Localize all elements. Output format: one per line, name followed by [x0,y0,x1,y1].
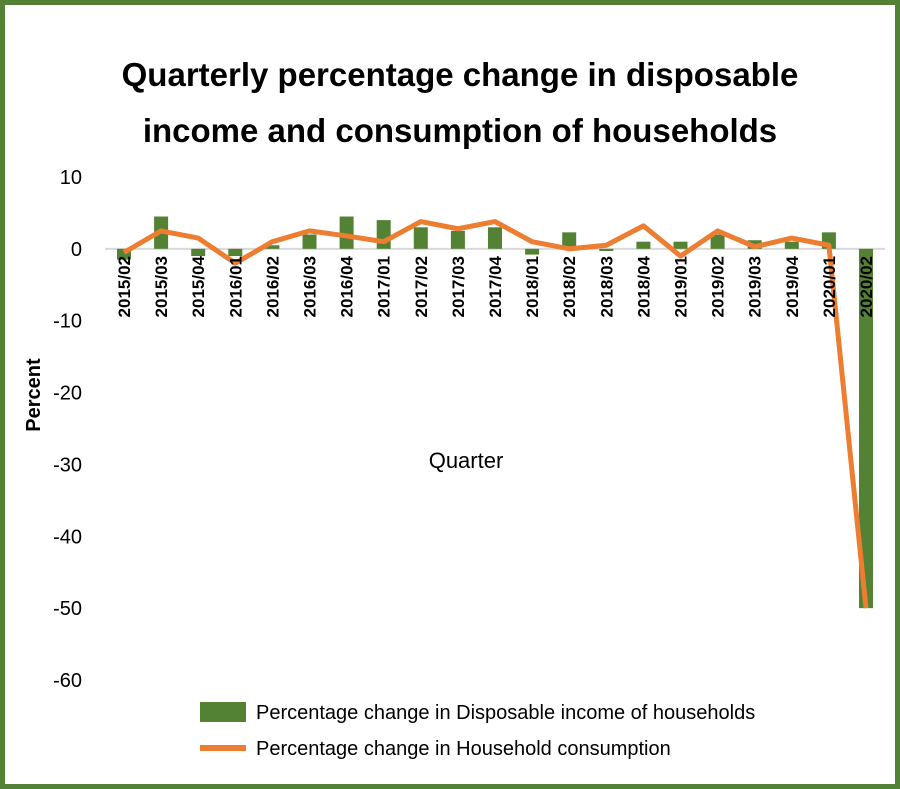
x-tick-label: 2020/02 [857,256,876,317]
bar [636,241,651,249]
x-tick-label: 2016/04 [338,255,357,317]
bar [859,248,873,609]
bar [450,230,465,249]
legend-label: Percentage change in Disposable income o… [256,702,755,724]
chart-title: Quarterly percentage change in disposabl… [122,56,799,93]
y-tick-label: 0 [71,239,82,261]
x-tick-label: 2016/02 [263,256,282,317]
y-tick-label: -40 [53,526,82,548]
legend-swatch [200,702,246,722]
y-tick-label: -50 [53,598,82,620]
bar [191,248,206,257]
bar [117,248,131,260]
bar [525,248,540,255]
bar [302,234,317,249]
x-tick-label: 2015/02 [115,256,134,317]
y-tick-label: 10 [60,167,82,189]
x-tick-label: 2017/02 [412,256,431,317]
x-tick-label: 2017/04 [486,255,505,317]
x-axis-label: Quarter [429,448,504,473]
bar [265,245,280,249]
bar [599,248,614,252]
x-tick-label: 2018/01 [523,256,542,317]
x-tick-label: 2015/04 [189,255,208,317]
x-tick-label: 2015/03 [152,256,171,317]
y-tick-label: -30 [53,454,82,476]
x-tick-label: 2019/03 [746,256,765,317]
x-tick-label: 2019/02 [709,256,728,317]
bar [784,241,799,249]
legend-label: Percentage change in Household consumpti… [256,738,671,760]
y-tick-label: -60 [53,670,82,692]
bar [673,241,688,249]
x-tick-label: 2018/04 [634,255,653,317]
x-tick-label: 2018/03 [597,256,616,317]
y-axis-label: Percent [23,358,45,432]
x-tick-label: 2018/02 [560,256,579,317]
x-tick-label: 2019/04 [783,255,802,317]
x-tick-label: 2020/01 [820,256,839,317]
y-tick-label: -20 [53,383,82,405]
x-tick-label: 2016/01 [226,256,245,317]
bar [710,234,725,249]
y-tick-label: -10 [53,311,82,333]
bar [488,227,502,249]
bar [376,220,391,249]
x-tick-label: 2016/03 [301,256,320,317]
bar [413,227,428,249]
x-tick-label: 2017/03 [449,256,468,317]
x-tick-label: 2019/01 [672,256,691,317]
x-tick-label: 2017/01 [375,256,394,317]
bar [339,216,354,249]
bar [562,232,577,249]
line [122,219,869,609]
bar [228,248,243,257]
chart-title: income and consumption of households [143,112,777,149]
